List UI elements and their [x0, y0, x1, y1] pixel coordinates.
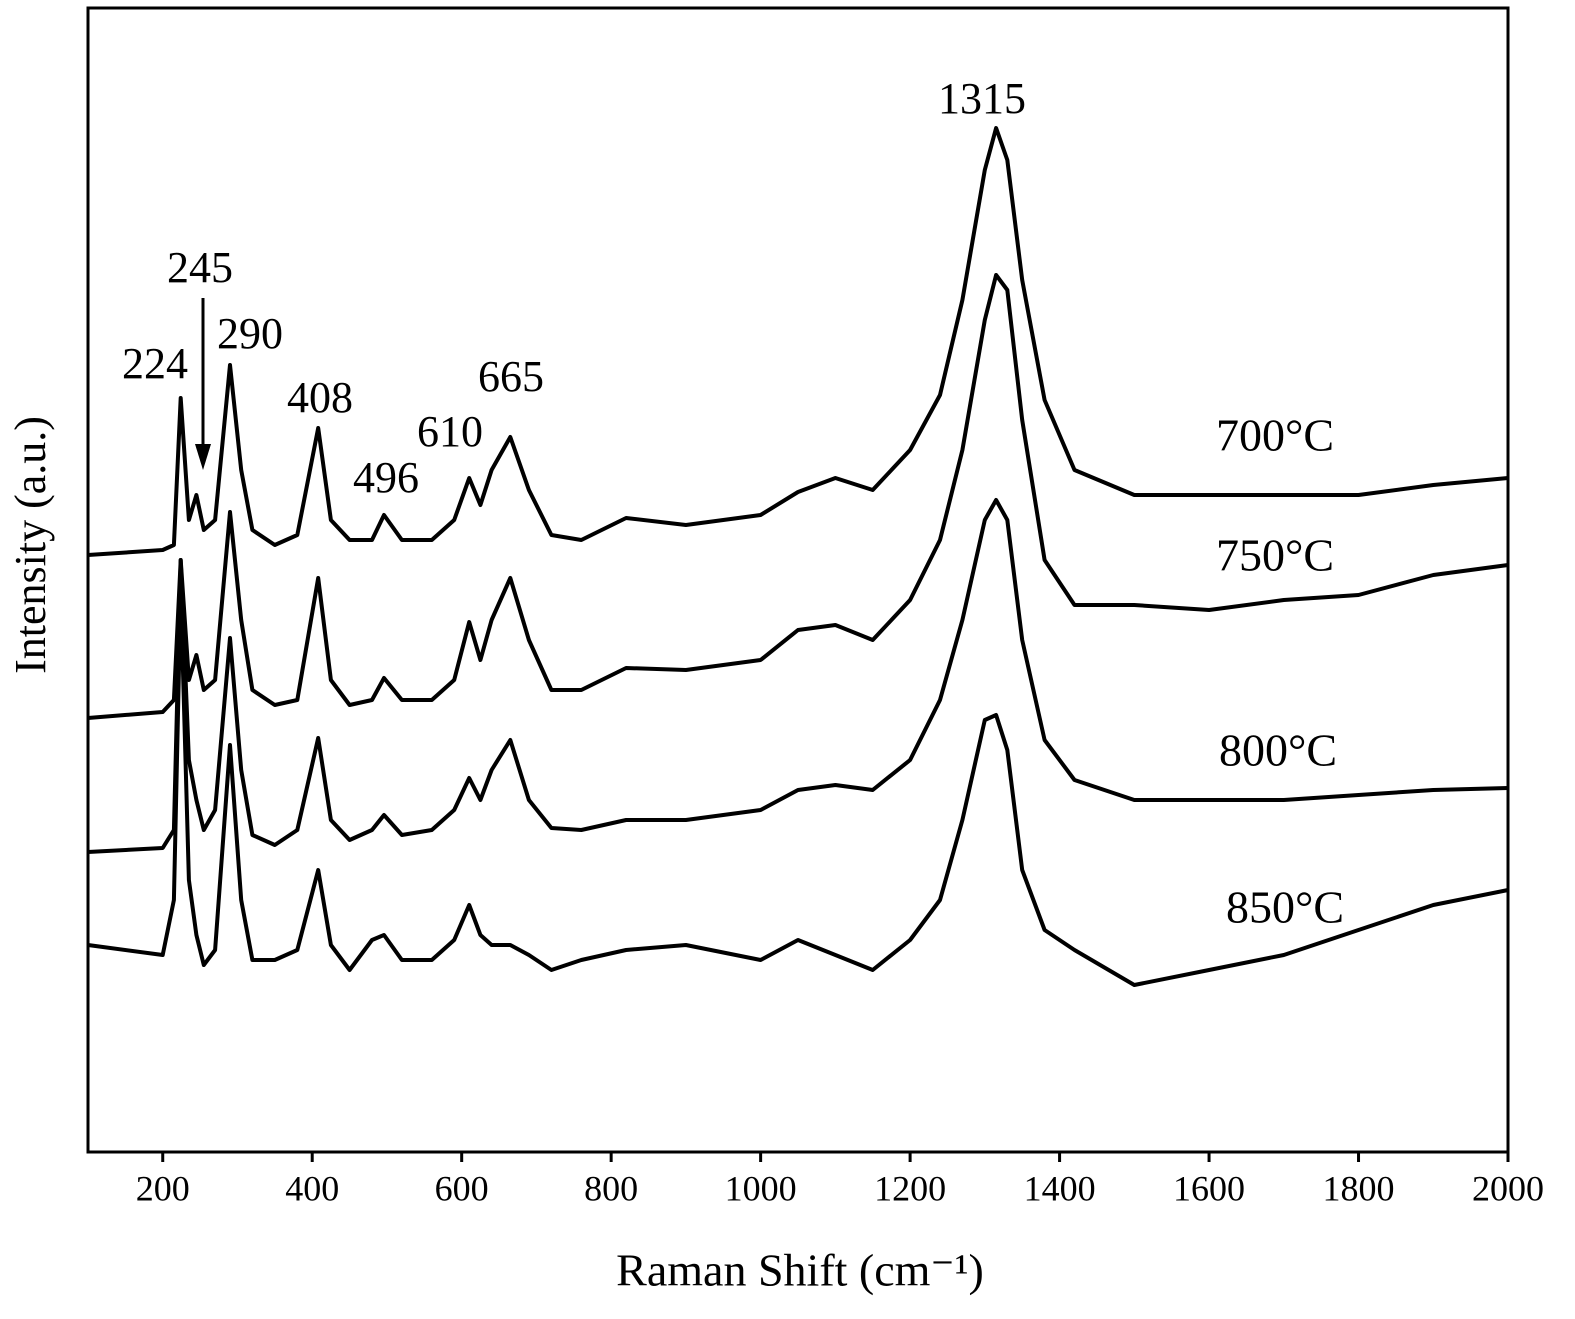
peak-annotation: 610 [417, 407, 483, 456]
series-label: 750°C [1216, 530, 1334, 581]
peak-annotation: 290 [217, 309, 283, 358]
x-tick-label: 1200 [874, 1168, 946, 1208]
x-tick-label: 800 [584, 1168, 638, 1208]
series-line [87, 273, 1509, 720]
peak-annotation: 1315 [938, 74, 1026, 123]
x-tick-label: 400 [285, 1168, 339, 1208]
x-tick-label: 1000 [725, 1168, 797, 1208]
x-tick-label: 1800 [1323, 1168, 1395, 1208]
series-line [87, 498, 1509, 854]
y-axis-label: Intensity (a.u.) [6, 416, 55, 674]
x-tick-label: 2000 [1472, 1168, 1544, 1208]
plot-frame [86, 6, 1510, 1154]
series-line [87, 588, 1509, 987]
x-tick-label: 1600 [1173, 1168, 1245, 1208]
peak-annotation: 408 [287, 373, 353, 422]
series-label: 850°C [1226, 882, 1344, 933]
x-axis-label: Raman Shift (cm⁻¹) [616, 1245, 984, 1296]
x-tick-label: 200 [136, 1168, 190, 1208]
peak-annotation: 224 [122, 339, 188, 388]
series-label: 800°C [1219, 725, 1337, 776]
peak-annotation: 245 [167, 243, 233, 292]
series-label: 700°C [1216, 410, 1334, 461]
peak-annotation: 665 [478, 352, 544, 401]
series-line [87, 126, 1509, 557]
x-tick-label: 1400 [1024, 1168, 1096, 1208]
arrow-head [195, 444, 211, 470]
peak-annotation: 496 [353, 453, 419, 502]
x-tick-label: 600 [435, 1168, 489, 1208]
